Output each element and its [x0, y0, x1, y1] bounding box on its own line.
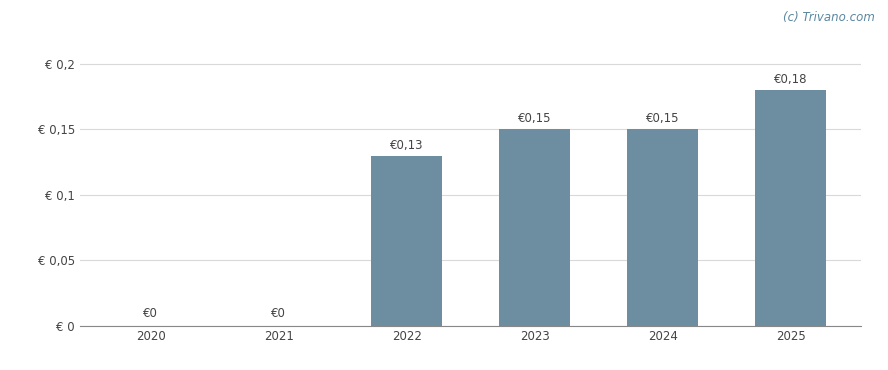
Text: €0,13: €0,13 — [390, 139, 424, 152]
Text: €0,15: €0,15 — [518, 112, 551, 125]
Bar — [371, 155, 442, 326]
Bar — [499, 130, 570, 326]
Text: (c) Trivano.com: (c) Trivano.com — [783, 11, 875, 24]
Text: €0,15: €0,15 — [646, 112, 679, 125]
Text: €0,18: €0,18 — [773, 73, 807, 86]
Text: €0: €0 — [271, 307, 286, 320]
Text: €0: €0 — [143, 307, 158, 320]
Bar — [756, 90, 826, 326]
Bar — [628, 130, 698, 326]
